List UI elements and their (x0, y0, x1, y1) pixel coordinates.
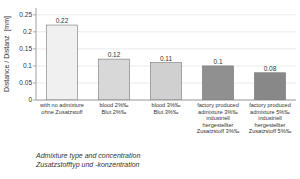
tick-label: 0.1 (23, 62, 32, 69)
category-label-line: blood 3%‰ (152, 102, 181, 108)
tick-mark (33, 65, 36, 66)
category-label-line: admixture 3%‰ (198, 109, 238, 115)
category-label-line: factory produced (249, 102, 291, 108)
chart: 0 0.05 0.1 0.15 0.2 0.25 0.22 0.12 0.11 0.1 0.08 wi… (0, 0, 300, 179)
tick-mark (33, 82, 36, 83)
bar (254, 73, 285, 100)
category-label: factory producedadmixture 5%‰industriell… (249, 102, 292, 134)
category-label-line: admixture 5%‰ (250, 109, 290, 115)
category-label-line: industriell (258, 115, 282, 121)
y-axis: 0 0.05 0.1 0.15 0.2 0.25 (19, 8, 296, 103)
y-axis-line (36, 8, 37, 100)
grid-line (36, 14, 296, 15)
category-label-line: factory produced (197, 102, 239, 108)
y-axis-title: Distance / Distanz [mm] (3, 16, 11, 92)
x-axis-title-line: Admixture type and concentration (35, 152, 140, 160)
grid-line (36, 100, 296, 101)
category-label-line: hergestellter (203, 122, 234, 128)
chart-container: 0 0.05 0.1 0.15 0.2 0.25 0.22 0.12 0.11 0.1 0.08 wi… (0, 0, 300, 179)
x-axis-line (36, 100, 296, 101)
tick-label: 0.05 (19, 79, 32, 86)
data-label: 0.08 (264, 65, 277, 72)
tick-mark (33, 48, 36, 49)
category-label: blood 3%‰Blut 3%‰ (152, 102, 181, 115)
category-label-line: industriell (206, 115, 230, 121)
tick-mark (33, 100, 36, 101)
data-label: 0.1 (213, 58, 222, 65)
data-label: 0.22 (56, 17, 69, 24)
category-label-line: Blut 2%‰ (102, 109, 127, 115)
category-label-line: hergestellter (255, 122, 286, 128)
tick-label: 0.15 (19, 45, 32, 52)
category-label-line: with no admixture (39, 102, 84, 108)
tick-label: 0 (28, 96, 32, 103)
category-label: blood 2%‰Blut 2%‰ (100, 102, 129, 115)
category-label: factory producedadmixture 3%‰industriell… (197, 102, 240, 134)
bar (202, 66, 233, 100)
category-label-line: blood 2%‰ (100, 102, 129, 108)
x-axis-title-line: Zusatzstofftyp und -konzentration (35, 161, 140, 169)
bar (150, 63, 181, 100)
bars (46, 25, 285, 100)
category-label-line: Zusatzstoff 5%‰ (249, 128, 292, 134)
bar (98, 59, 129, 100)
tick-label: 0.2 (23, 28, 32, 35)
tick-mark (33, 14, 36, 15)
category-label-line: Blut 3%‰ (154, 109, 179, 115)
bar (46, 25, 77, 100)
category-label-line: Zusatzstoff 3%‰ (197, 128, 240, 134)
x-axis-title: Admixture type and concentrationZusatzst… (35, 152, 140, 169)
data-label: 0.11 (160, 55, 173, 62)
tick-mark (33, 31, 36, 32)
tick-label: 0.25 (19, 11, 32, 18)
page: {"chart_data": {"type": "bar", "categori… (0, 0, 300, 179)
category-label: with no admixtureohne Zusatzstoff (39, 102, 84, 115)
data-label: 0.12 (108, 51, 121, 58)
category-label-line: ohne Zusatzstoff (41, 109, 83, 115)
